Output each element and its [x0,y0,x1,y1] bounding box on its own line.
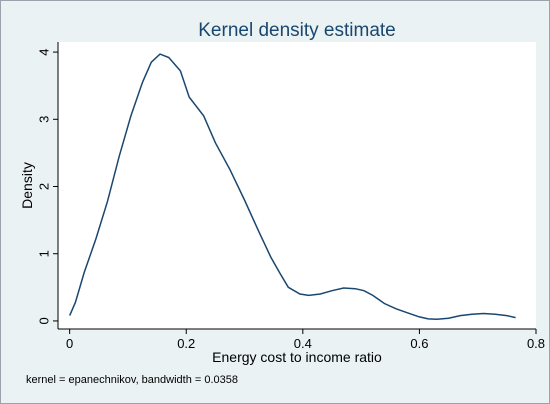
x-tick-label: 0.4 [294,336,312,351]
y-tick-label: 2 [36,183,51,190]
x-tick-label: 0.8 [527,336,545,351]
plot-area [58,42,536,329]
x-axis: 0 0.2 0.4 0.6 0.8 [58,328,545,351]
y-tick-label: 3 [36,116,51,123]
y-tick-label: 1 [36,250,51,257]
y-axis: 0 1 2 3 4 [36,42,59,329]
y-axis-title: Density [19,162,35,209]
y-tick-label: 0 [36,317,51,324]
x-axis-title: Energy cost to income ratio [212,349,382,365]
x-tick-label: 0 [66,336,73,351]
y-tick-label: 4 [36,48,51,55]
x-tick-label: 0.2 [177,336,195,351]
chart-title: Kernel density estimate [198,20,396,41]
x-tick-label: 0.6 [410,336,428,351]
chart-note: kernel = epanechnikov, bandwidth = 0.035… [26,374,238,386]
density-line [69,53,516,321]
